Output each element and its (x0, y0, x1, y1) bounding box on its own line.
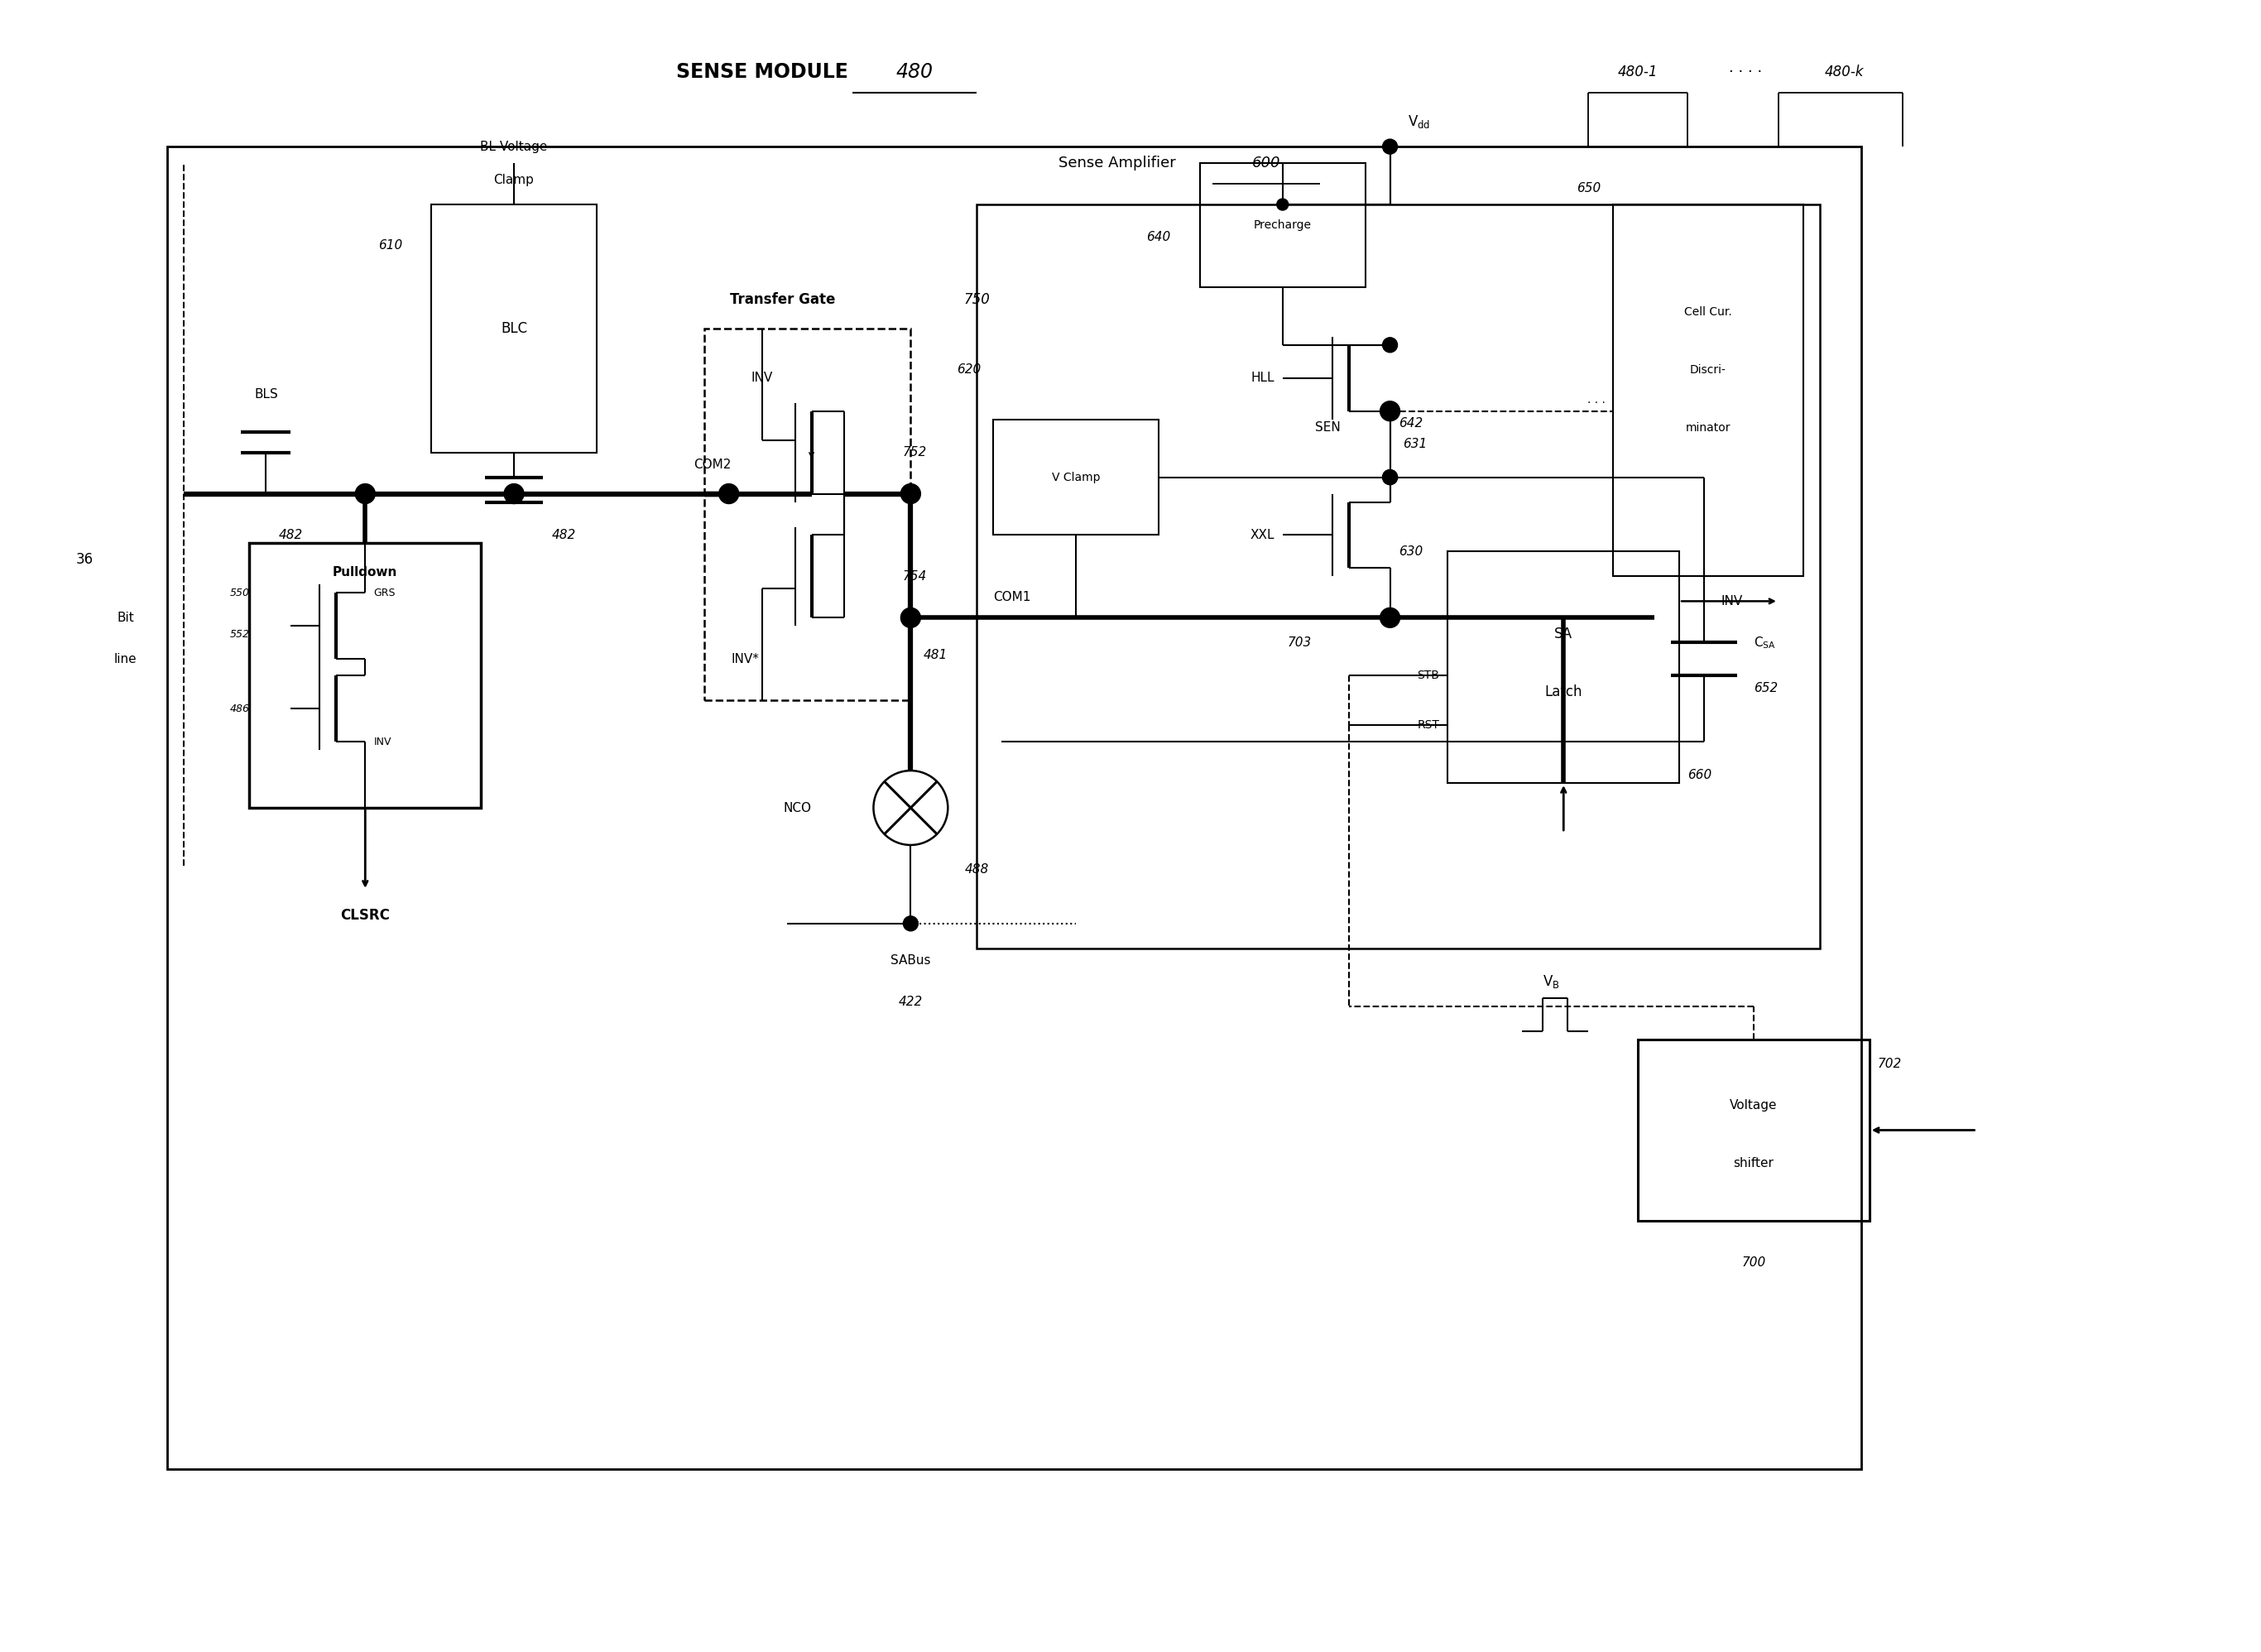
Text: 702: 702 (1877, 1057, 1902, 1070)
Text: INV*: INV* (730, 653, 760, 666)
Text: Bit: Bit (118, 611, 133, 624)
Circle shape (719, 484, 739, 504)
Text: COM2: COM2 (694, 459, 730, 471)
Text: Transfer Gate: Transfer Gate (730, 292, 834, 307)
Text: Precharge: Precharge (1253, 220, 1311, 231)
Text: CLSRC: CLSRC (341, 909, 389, 923)
Text: 488: 488 (965, 864, 988, 876)
Bar (1447, 552, 1680, 783)
Text: BLC: BLC (500, 320, 527, 335)
Text: INV: INV (373, 737, 391, 747)
Bar (1612, 205, 1804, 577)
Text: 703: 703 (1287, 636, 1311, 649)
Circle shape (902, 917, 918, 932)
Text: $\mathrm{V_B}$: $\mathrm{V_B}$ (1542, 973, 1560, 990)
Text: 482: 482 (278, 529, 303, 542)
Bar (249, 544, 482, 808)
Text: V$_{\mathrm{dd}}$: V$_{\mathrm{dd}}$ (1409, 114, 1431, 131)
Text: 631: 631 (1402, 438, 1427, 451)
Text: 36: 36 (75, 552, 93, 567)
Text: line: line (113, 653, 138, 666)
Text: 700: 700 (1741, 1256, 1766, 1269)
Text: 660: 660 (1687, 768, 1712, 781)
Text: STB: STB (1418, 669, 1440, 681)
Text: SA: SA (1553, 626, 1574, 641)
Text: V Clamp: V Clamp (1051, 471, 1101, 482)
Text: GRS: GRS (373, 588, 396, 598)
Bar (167, 147, 1861, 1469)
Circle shape (1379, 401, 1400, 421)
Text: 754: 754 (902, 570, 927, 583)
Text: 480-1: 480-1 (1619, 64, 1657, 79)
Text: SENSE MODULE: SENSE MODULE (676, 63, 848, 83)
Text: · · · ·: · · · · (1730, 64, 1761, 79)
Bar (977, 205, 1820, 948)
Circle shape (355, 484, 375, 504)
Circle shape (1381, 469, 1397, 484)
Text: C$_{\mathrm{SA}}$: C$_{\mathrm{SA}}$ (1755, 634, 1775, 651)
Text: 752: 752 (902, 446, 927, 459)
Text: 652: 652 (1755, 682, 1777, 694)
Text: 642: 642 (1397, 418, 1422, 430)
Text: Voltage: Voltage (1730, 1099, 1777, 1112)
Text: 650: 650 (1576, 182, 1601, 195)
Text: NCO: NCO (782, 801, 812, 814)
Text: 620: 620 (956, 363, 981, 377)
Text: 600: 600 (1253, 155, 1280, 170)
Text: 640: 640 (1146, 231, 1171, 244)
Text: shifter: shifter (1734, 1156, 1775, 1170)
Text: 750: 750 (963, 292, 990, 307)
Circle shape (900, 608, 920, 628)
Text: minator: minator (1687, 421, 1730, 433)
Text: 480: 480 (895, 63, 934, 83)
Text: 482: 482 (552, 529, 577, 542)
Circle shape (1381, 139, 1397, 154)
Text: Discri-: Discri- (1689, 363, 1727, 375)
Text: 422: 422 (898, 996, 922, 1008)
Text: 630: 630 (1397, 545, 1422, 558)
Text: 480-k: 480-k (1825, 64, 1865, 79)
Circle shape (504, 484, 525, 504)
Text: 552: 552 (231, 629, 249, 639)
Text: XXL: XXL (1250, 529, 1275, 542)
Text: Cell Cur.: Cell Cur. (1684, 306, 1732, 317)
Bar (1637, 1039, 1870, 1221)
Text: SEN: SEN (1316, 421, 1341, 434)
Bar (993, 420, 1158, 535)
Circle shape (1379, 608, 1400, 628)
Text: Sense Amplifier: Sense Amplifier (1058, 155, 1176, 170)
Text: BLS: BLS (253, 388, 278, 401)
Circle shape (1381, 337, 1397, 352)
Text: BL Voltage: BL Voltage (479, 140, 547, 154)
Circle shape (900, 484, 920, 504)
Circle shape (1381, 469, 1397, 484)
Text: 486: 486 (231, 704, 249, 714)
Circle shape (1277, 198, 1289, 210)
Text: · · ·: · · · (1587, 396, 1605, 408)
Text: Latch: Latch (1544, 684, 1583, 699)
Text: INV: INV (1721, 595, 1743, 608)
Bar (703, 329, 911, 700)
Text: COM1: COM1 (993, 591, 1031, 603)
Text: SABus: SABus (891, 955, 932, 966)
Text: RST: RST (1418, 719, 1440, 730)
Text: Clamp: Clamp (493, 173, 534, 187)
Text: 610: 610 (378, 240, 402, 253)
Bar (432, 205, 597, 453)
Text: 481: 481 (922, 649, 947, 661)
Text: Pulldown: Pulldown (332, 567, 398, 578)
Text: INV: INV (751, 372, 773, 385)
Text: 550: 550 (231, 588, 249, 598)
Bar (1201, 164, 1366, 287)
Text: HLL: HLL (1250, 372, 1275, 385)
